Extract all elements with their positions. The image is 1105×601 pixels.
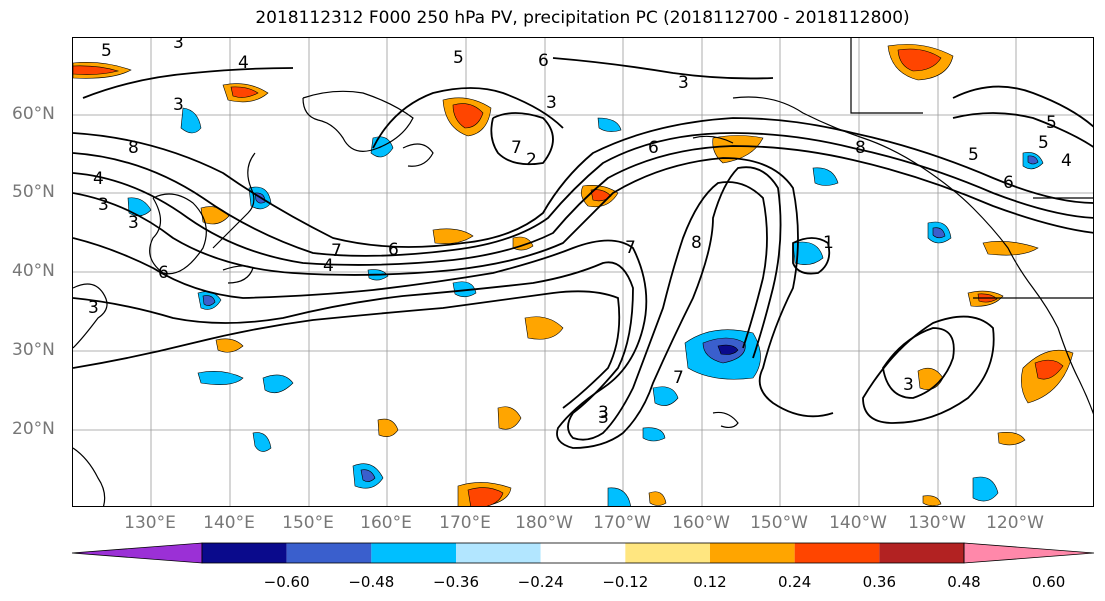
contour-label: 6 (648, 138, 659, 158)
lon-label: 120°W (986, 513, 1044, 533)
contour-label: 2 (526, 150, 537, 170)
colorbar-tick-label: −0.60 (263, 573, 310, 591)
colorbar-swatch (794, 543, 880, 563)
contour-label: 3 (903, 375, 914, 395)
colorbar (71, 542, 1095, 564)
contour-label: 7 (511, 138, 522, 158)
contour-label: 4 (323, 256, 334, 276)
contour-label: 3 (173, 95, 184, 115)
contour-label: 5 (1046, 113, 1057, 133)
contour-label: 1 (823, 233, 834, 253)
contour-label: 3 (173, 38, 184, 53)
colorbar-swatch (540, 543, 626, 563)
lon-label: 170°E (439, 513, 491, 533)
contour-label: 3 (678, 73, 689, 93)
lon-label: 150°W (750, 513, 808, 533)
contour-label: 4 (238, 53, 249, 73)
colorbar-swatch (963, 542, 1095, 564)
lon-label: 130°E (124, 513, 176, 533)
contour-label: 7 (625, 238, 636, 258)
pv-contours (73, 57, 1093, 449)
contour-label: 4 (1061, 151, 1072, 171)
colorbar-tick-label: −0.24 (517, 573, 564, 591)
colorbar-swatch (202, 543, 287, 563)
contour-label: 3 (546, 93, 557, 113)
contour-label: 5 (101, 41, 112, 61)
contour-labels: 5 3 4 5 6 3 2 7 3 6 8 4 3 3 6 4 7 6 8 7 … (88, 38, 1072, 428)
lon-label: 160°E (360, 513, 412, 533)
colorbar-tick-label: −0.12 (602, 573, 649, 591)
coastlines (73, 38, 1093, 506)
lat-label: 20°N (12, 419, 55, 439)
lat-label: 40°N (12, 261, 55, 281)
contour-label: 6 (388, 240, 399, 260)
lon-label: 140°W (829, 513, 887, 533)
colorbar-swatch (71, 542, 203, 564)
colorbar-swatch (625, 543, 710, 563)
colorbar-tick-label: 0.60 (1031, 573, 1066, 591)
contour-label: 5 (1038, 133, 1049, 153)
contour-label: 5 (453, 48, 464, 68)
contour-label: 3 (88, 298, 99, 318)
colorbar-outline (201, 542, 965, 564)
colorbar-swatch (879, 543, 964, 563)
contour-label: 4 (93, 169, 104, 189)
map-title: 2018112312 F000 250 hPa PV, precipitatio… (255, 8, 910, 28)
contour-label: 8 (855, 138, 866, 158)
colorbar-swatch (710, 543, 795, 563)
lon-label: 180°W (515, 513, 573, 533)
lon-label: 170°W (593, 513, 651, 533)
contour-label: 3 (128, 213, 139, 233)
contour-label: 3 (598, 408, 609, 428)
colorbar-tick-label: 0.36 (862, 573, 897, 591)
colorbar-tick-label: 0.48 (947, 573, 981, 591)
colorbar-swatch (456, 543, 541, 563)
contour-label: 7 (673, 368, 684, 388)
colorbar-tick-label: 0.24 (777, 573, 812, 591)
colorbar-tick-label: −0.48 (348, 573, 395, 591)
colorbar-tick-label: 0.12 (693, 573, 727, 591)
lon-label: 130°W (908, 513, 966, 533)
contour-label: 3 (598, 403, 609, 423)
contour-label: 7 (331, 241, 342, 261)
lon-label: 150°E (282, 513, 334, 533)
contour-label: 6 (1003, 173, 1014, 193)
contour-label: 5 (968, 145, 979, 165)
contour-label: 6 (538, 51, 549, 71)
lat-label: 50°N (12, 182, 55, 202)
contour-label: 8 (128, 138, 139, 158)
colorbar-tick-label: −0.36 (433, 573, 479, 591)
lon-label: 140°E (203, 513, 255, 533)
lon-label: 160°W (672, 513, 730, 533)
contour-label: 3 (98, 195, 109, 215)
map-canvas: 5 3 4 5 6 3 2 7 3 6 8 4 3 3 6 4 7 6 8 7 … (73, 38, 1093, 506)
contour-label: 8 (691, 233, 702, 253)
contour-label: 6 (158, 263, 169, 283)
lat-label: 30°N (12, 340, 55, 360)
map-gridlines (73, 38, 1093, 506)
lat-label: 60°N (12, 104, 55, 124)
colorbar-swatch (371, 543, 456, 563)
colorbar-swatch (286, 543, 372, 563)
map-panel: 5 3 4 5 6 3 2 7 3 6 8 4 3 3 6 4 7 6 8 7 … (72, 37, 1094, 507)
